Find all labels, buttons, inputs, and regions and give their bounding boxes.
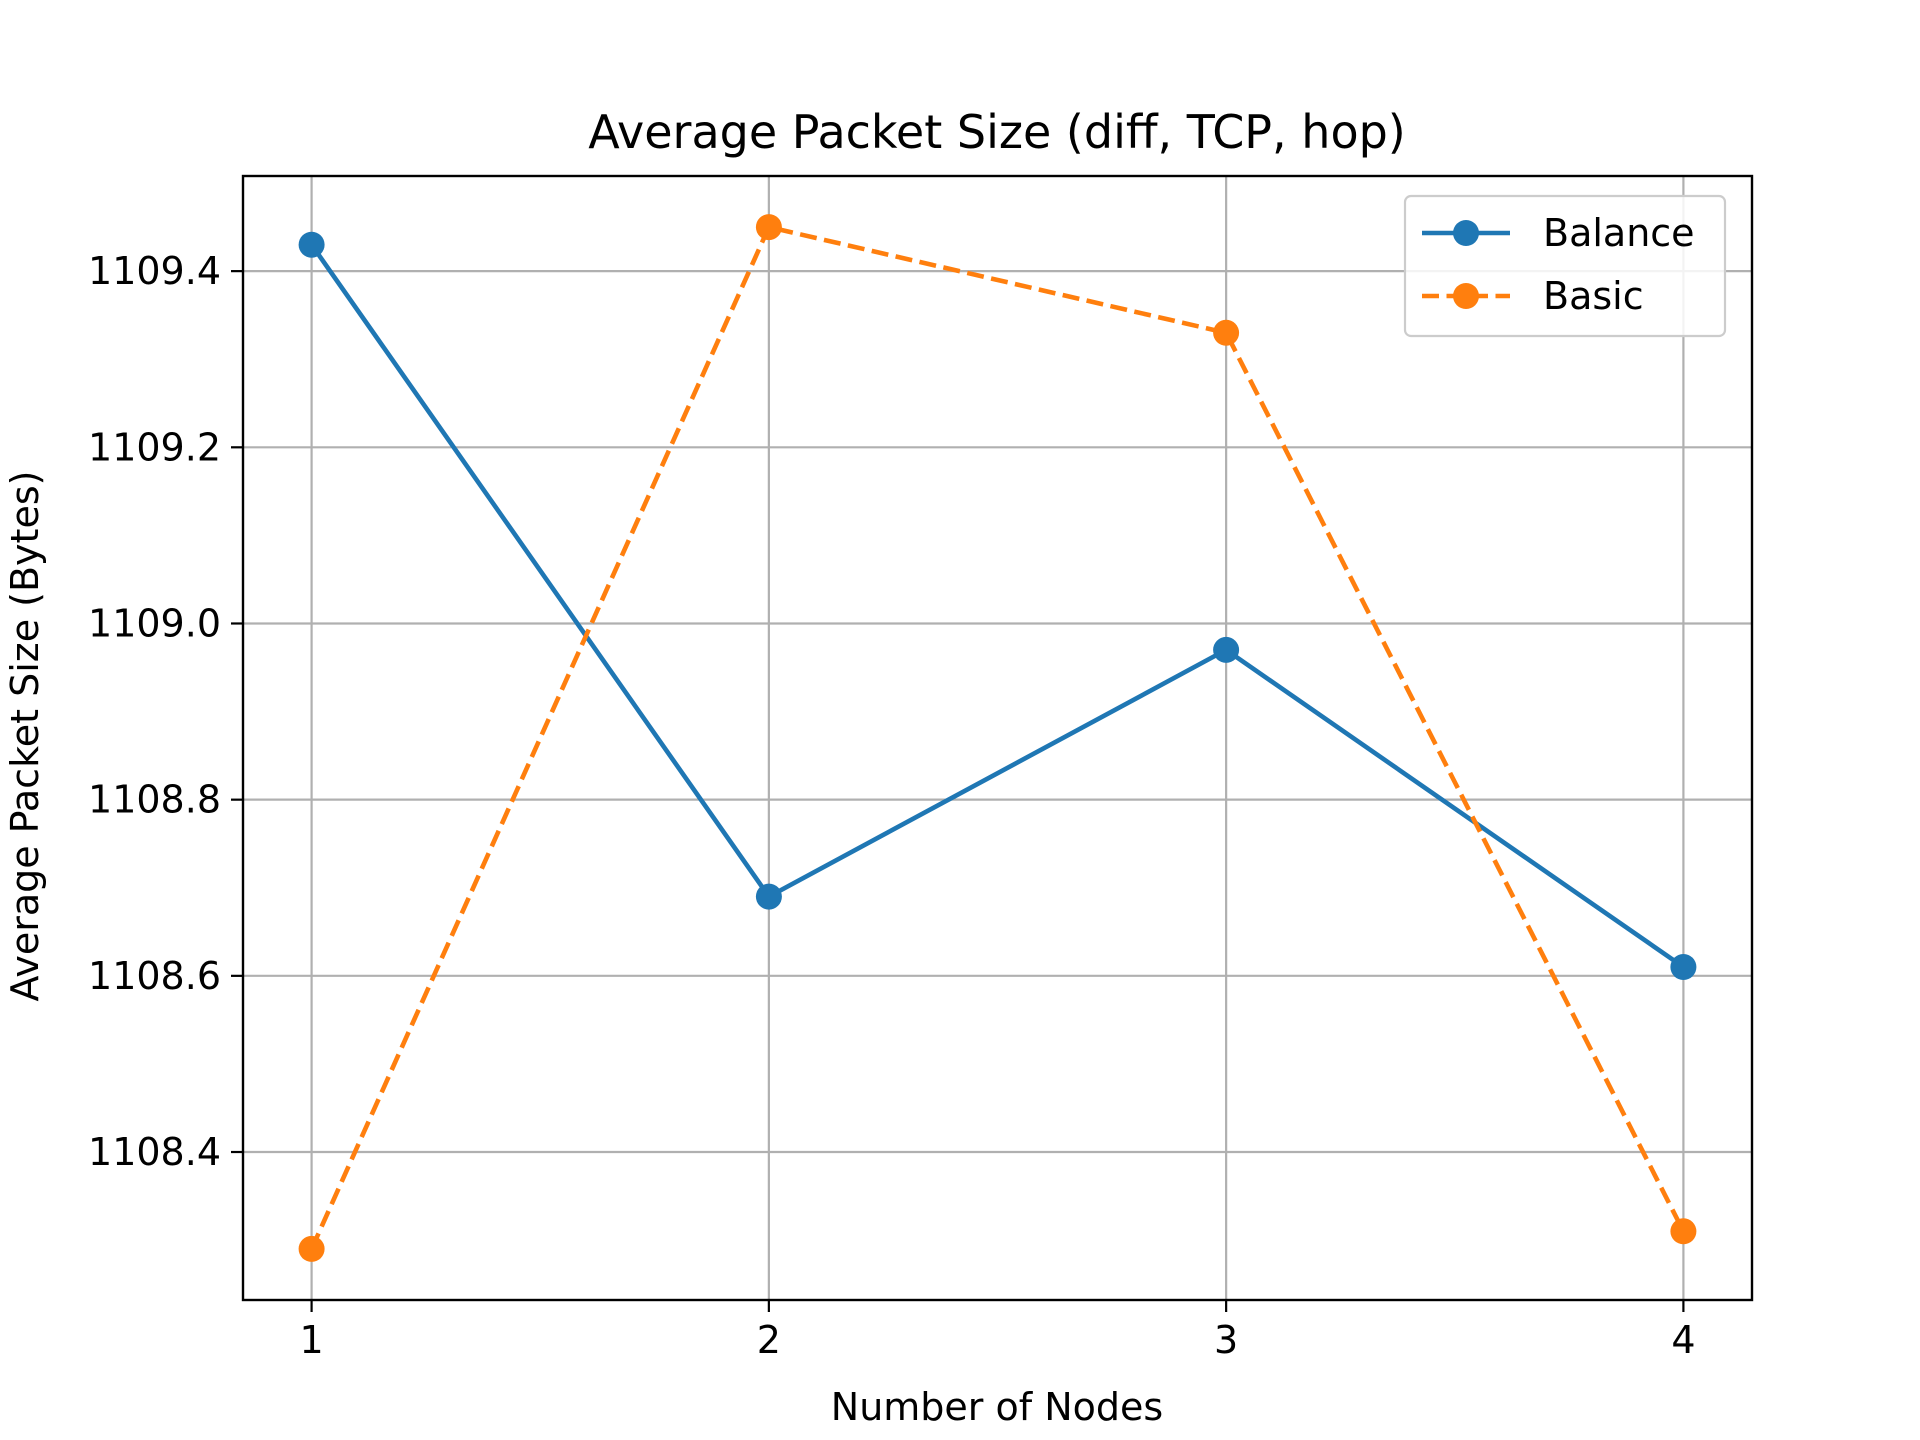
legend: Balance Basic [1403, 194, 1727, 338]
data-point-basic [1213, 319, 1240, 346]
data-point-balance [298, 231, 325, 258]
legend-label-basic: Basic [1543, 274, 1644, 318]
legend-marker-basic [1453, 283, 1479, 309]
data-point-balance [1213, 636, 1240, 663]
series-layer [298, 214, 1697, 1262]
data-point-basic [298, 1235, 325, 1262]
data-point-balance [755, 883, 782, 910]
data-point-balance [1670, 954, 1697, 980]
y-tick-label: 1108.8 [88, 778, 221, 822]
plot-frame [241, 174, 1754, 1302]
x-tick-label: 2 [757, 1318, 781, 1362]
x-tick-label: 4 [1671, 1318, 1695, 1362]
data-point-basic [755, 214, 782, 241]
y-tick-label: 1109.0 [88, 601, 221, 645]
legend-label-balance: Balance [1543, 211, 1695, 255]
y-tick-label: 1109.2 [88, 425, 221, 469]
legend-marker-balance [1453, 220, 1479, 246]
y-tick-label: 1108.6 [88, 954, 221, 998]
y-tick-label: 1108.4 [88, 1130, 221, 1174]
series-line-balance [309, 242, 1686, 970]
y-axis-label: Average Packet Size (Bytes) [3, 471, 47, 1002]
y-tick-label: 1109.4 [88, 249, 221, 293]
axes-layer: 1 2 3 4 1108.4 1108.6 1108.8 1109.0 1109.2 1109.4 [88, 174, 1754, 1362]
chart-title: Average Packet Size (diff, TCP, hop) [588, 105, 1406, 159]
data-point-basic [1670, 1218, 1697, 1245]
x-axis-label: Number of Nodes [831, 1385, 1163, 1429]
x-tick-label: 1 [299, 1318, 323, 1362]
series-line-basic [309, 224, 1686, 1250]
x-tick-label: 3 [1214, 1318, 1238, 1362]
